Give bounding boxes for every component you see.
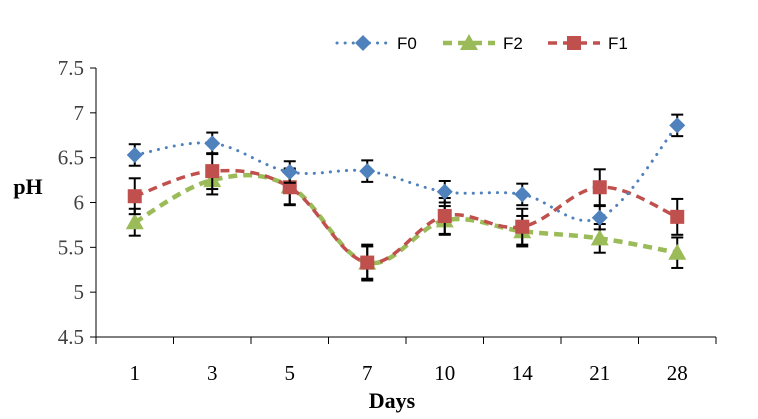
x-axis-title: Days [369, 388, 416, 413]
data-point-f1 [360, 255, 375, 270]
y-axis-ticks: 4.5 5 5.5 6 6.5 7 7.5 [58, 56, 96, 349]
legend-item-f1: F1 [548, 34, 628, 53]
data-point-f0 [436, 183, 453, 200]
x-tick-label: 1 [130, 361, 141, 385]
data-point-f0 [669, 117, 686, 134]
legend-label: F1 [608, 34, 628, 53]
legend-item-f0: F0 [335, 34, 417, 53]
data-point-f1 [127, 189, 142, 204]
x-tick-label: 21 [589, 361, 610, 385]
series-line-f1 [134, 168, 678, 265]
data-point-f2 [590, 229, 609, 246]
data-point-f2 [125, 213, 144, 230]
y-tick-label: 7 [74, 101, 85, 125]
y-tick-label: 5 [74, 280, 85, 304]
legend-marker-diamond-icon [355, 35, 371, 51]
y-tick-label: 6 [74, 191, 85, 215]
data-point-f0 [359, 163, 376, 180]
x-tick-label: 10 [434, 361, 455, 385]
axes [90, 68, 716, 343]
series-f0 [126, 113, 686, 231]
y-tick-label: 5.5 [58, 235, 84, 259]
data-point-f0 [281, 164, 298, 181]
series-line-f0 [133, 123, 679, 223]
data-point-f1 [515, 219, 530, 234]
data-point-f1 [205, 164, 220, 179]
x-tick-label: 5 [285, 361, 296, 385]
legend: F0 F2 F1 [335, 34, 628, 53]
series-f1 [127, 152, 685, 282]
data-point-f0 [591, 209, 608, 226]
series-layer [125, 113, 687, 282]
legend-marker-triangle-icon [460, 34, 478, 50]
legend-item-f2: F2 [443, 34, 523, 53]
data-point-f0 [204, 135, 221, 152]
legend-marker-square-icon [567, 36, 581, 50]
data-point-f2 [668, 243, 687, 260]
data-point-f1 [592, 180, 607, 195]
data-point-f0 [514, 186, 531, 203]
series-line-f2 [133, 172, 678, 266]
x-tick-label: 14 [512, 361, 534, 385]
x-tick-label: 3 [207, 361, 218, 385]
y-tick-label: 4.5 [58, 325, 84, 349]
y-tick-label: 6.5 [58, 146, 84, 170]
legend-label: F2 [503, 34, 523, 53]
data-point-f0 [126, 146, 143, 163]
data-point-f1 [437, 208, 452, 223]
x-tick-label: 28 [667, 361, 688, 385]
y-tick-label: 7.5 [58, 56, 84, 80]
x-tick-label: 7 [362, 361, 373, 385]
y-axis-title: pH [13, 174, 42, 199]
legend-label: F0 [397, 34, 417, 53]
data-point-f1 [670, 209, 685, 224]
x-axis-ticks: 1 3 5 7 10 14 21 28 [95, 337, 717, 385]
